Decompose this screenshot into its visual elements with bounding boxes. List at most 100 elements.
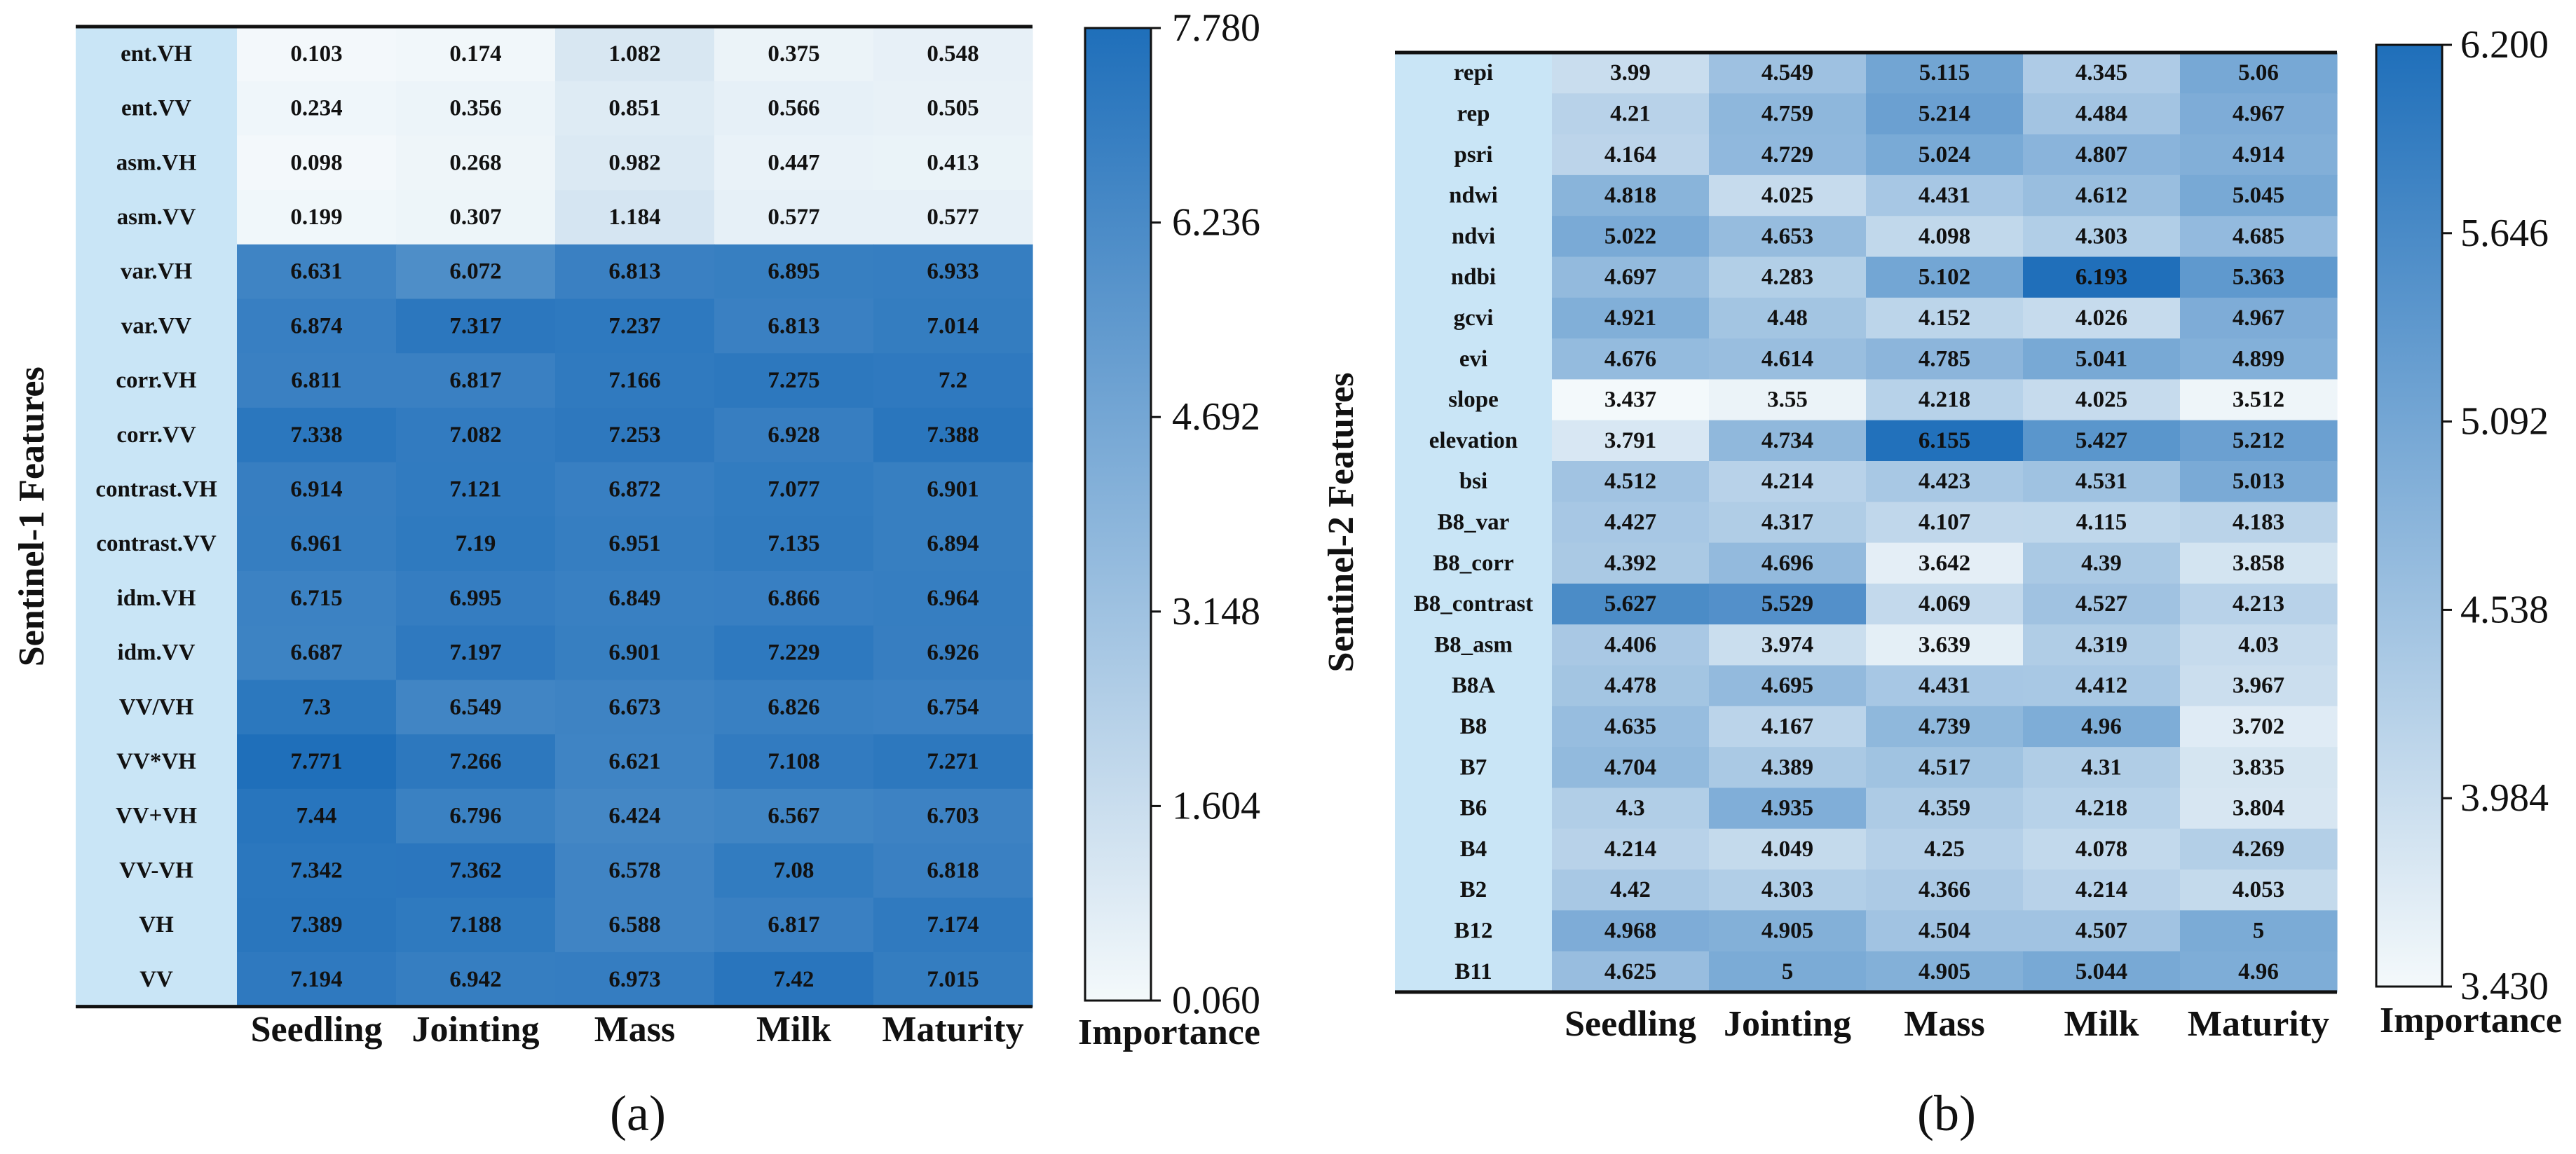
heatmap-cell bbox=[2180, 420, 2338, 462]
heatmap-cell bbox=[873, 407, 1033, 463]
cell-value-label: 4.478 bbox=[1604, 673, 1656, 699]
cell-value-label: 6.849 bbox=[608, 586, 660, 611]
cell-value-label: 4.653 bbox=[1761, 224, 1813, 249]
cell-value-label: 6.872 bbox=[608, 476, 660, 502]
heatmap-cell bbox=[555, 244, 715, 300]
cell-value-label: 7.19 bbox=[456, 531, 496, 556]
cell-value-label: 4.739 bbox=[1919, 714, 1970, 739]
cell-value-label: 6.715 bbox=[290, 586, 342, 611]
heatmap-cell bbox=[873, 788, 1033, 844]
colorbar bbox=[2375, 43, 2444, 988]
heatmap-cell bbox=[1552, 53, 1710, 94]
heatmap-cell bbox=[237, 462, 397, 517]
cell-value-label: 1.082 bbox=[608, 41, 660, 67]
cell-value-label: 5.041 bbox=[2076, 346, 2127, 371]
cell-value-label: 7.188 bbox=[449, 912, 501, 937]
cell-value-label: 0.548 bbox=[927, 41, 979, 67]
panel-label: (b) bbox=[1917, 1085, 1976, 1141]
cell-value-label: 0.268 bbox=[449, 150, 501, 175]
row-label: bsi bbox=[1459, 469, 1487, 494]
heatmap-cell bbox=[873, 571, 1033, 626]
cell-value-label: 5.214 bbox=[1919, 101, 1970, 126]
cell-value-label: 4.359 bbox=[1919, 796, 1970, 821]
heatmap-cell bbox=[2180, 747, 2338, 788]
heatmap-cell bbox=[714, 244, 874, 300]
cell-value-label: 4.527 bbox=[2076, 591, 2127, 617]
heatmap-cell bbox=[1866, 93, 2024, 135]
heatmap-cell bbox=[1552, 583, 1710, 625]
heatmap-cell bbox=[1709, 461, 1867, 502]
cell-value-label: 4.935 bbox=[1761, 796, 1813, 821]
heatmap-cell bbox=[714, 353, 874, 408]
cell-value-label: 4.905 bbox=[1919, 959, 1970, 984]
heatmap-cell bbox=[555, 353, 715, 408]
cell-value-label: 7.197 bbox=[449, 640, 501, 666]
heatmap-cell bbox=[237, 81, 397, 136]
row-label: ndwi bbox=[1449, 183, 1498, 208]
cell-value-label: 4.704 bbox=[1604, 755, 1656, 780]
heatmap-cell bbox=[1552, 665, 1710, 707]
cell-value-label: 7.362 bbox=[449, 858, 501, 883]
heatmap-cell bbox=[2180, 706, 2338, 748]
heatmap-cell bbox=[2023, 747, 2181, 788]
cell-value-label: 0.375 bbox=[768, 41, 819, 67]
heatmap-cell bbox=[1866, 216, 2024, 258]
cell-value-label: 4.183 bbox=[2233, 509, 2284, 535]
heatmap-cell bbox=[1709, 256, 1867, 298]
cell-value-label: 6.796 bbox=[449, 804, 501, 829]
cell-value-label: 6.933 bbox=[927, 259, 979, 284]
cell-value-label: 0.566 bbox=[768, 96, 819, 121]
cell-value-label: 4.517 bbox=[1919, 755, 1970, 780]
cell-value-label: 3.967 bbox=[2233, 673, 2284, 699]
row-label: B8A bbox=[1452, 673, 1496, 699]
heatmap-cell bbox=[237, 571, 397, 626]
cell-value-label: 4.967 bbox=[2233, 305, 2284, 331]
heatmap-cell bbox=[2180, 910, 2338, 952]
cell-value-label: 4.214 bbox=[1761, 469, 1813, 494]
cell-value-label: 4.96 bbox=[2238, 959, 2279, 984]
cell-value-label: 6.964 bbox=[927, 586, 979, 611]
heatmap-cell bbox=[714, 298, 874, 354]
cell-value-label: 3.974 bbox=[1761, 632, 1813, 657]
heatmap-cell bbox=[1866, 910, 2024, 952]
cell-value-label: 6.926 bbox=[927, 640, 979, 666]
cell-value-label: 5.013 bbox=[2233, 469, 2284, 494]
row-label: asm.VH bbox=[116, 150, 197, 175]
cell-value-label: 0.851 bbox=[608, 96, 660, 121]
column-label: Jointing bbox=[411, 1010, 539, 1050]
cell-value-label: 4.785 bbox=[1919, 346, 1970, 371]
heatmap-cell bbox=[2180, 788, 2338, 830]
column-label: Milk bbox=[2064, 1004, 2139, 1044]
heatmap-cell bbox=[1866, 256, 2024, 298]
cell-value-label: 4.303 bbox=[1761, 877, 1813, 902]
heatmap-cell bbox=[1866, 338, 2024, 380]
cell-value-label: 3.437 bbox=[1604, 387, 1656, 413]
row-label-column bbox=[1395, 53, 1552, 992]
cell-value-label: 0.356 bbox=[449, 96, 501, 121]
cell-value-label: 0.234 bbox=[290, 96, 342, 121]
cell-value-label: 4.549 bbox=[1761, 60, 1813, 85]
heatmap-cell bbox=[2023, 174, 2181, 217]
heatmap-cell bbox=[555, 952, 715, 1008]
y-axis-title: Sentinel-2 Features bbox=[1321, 372, 1361, 672]
heatmap-cell bbox=[396, 81, 556, 136]
cell-value-label: 4.21 bbox=[1610, 101, 1651, 126]
cell-value-label: 4.968 bbox=[1604, 918, 1656, 943]
heatmap-cell bbox=[237, 952, 397, 1008]
heatmap-cell bbox=[396, 952, 556, 1008]
cell-value-label: 5.06 bbox=[2238, 60, 2279, 85]
heatmap-cell bbox=[1552, 93, 1710, 135]
row-label: VV-VH bbox=[119, 858, 193, 883]
heatmap-cell bbox=[1552, 297, 1710, 339]
heatmap-panel-a: ent.VH 0.103 0.174 1.082 0.375 0.548 ent.VV 0.2… bbox=[12, 6, 1260, 1141]
cell-value-label: 7.338 bbox=[290, 423, 342, 448]
cell-value-label: 4.345 bbox=[2076, 60, 2127, 85]
heatmap-cell bbox=[396, 734, 556, 790]
heatmap-cell bbox=[237, 27, 397, 82]
heatmap-cell bbox=[2180, 461, 2338, 502]
cell-value-label: 3.512 bbox=[2233, 387, 2284, 413]
cell-value-label: 7.275 bbox=[768, 368, 819, 393]
cell-value-label: 0.103 bbox=[290, 41, 342, 67]
row-label: B8_contrast bbox=[1414, 591, 1533, 617]
cell-value-label: 7.317 bbox=[449, 313, 501, 338]
